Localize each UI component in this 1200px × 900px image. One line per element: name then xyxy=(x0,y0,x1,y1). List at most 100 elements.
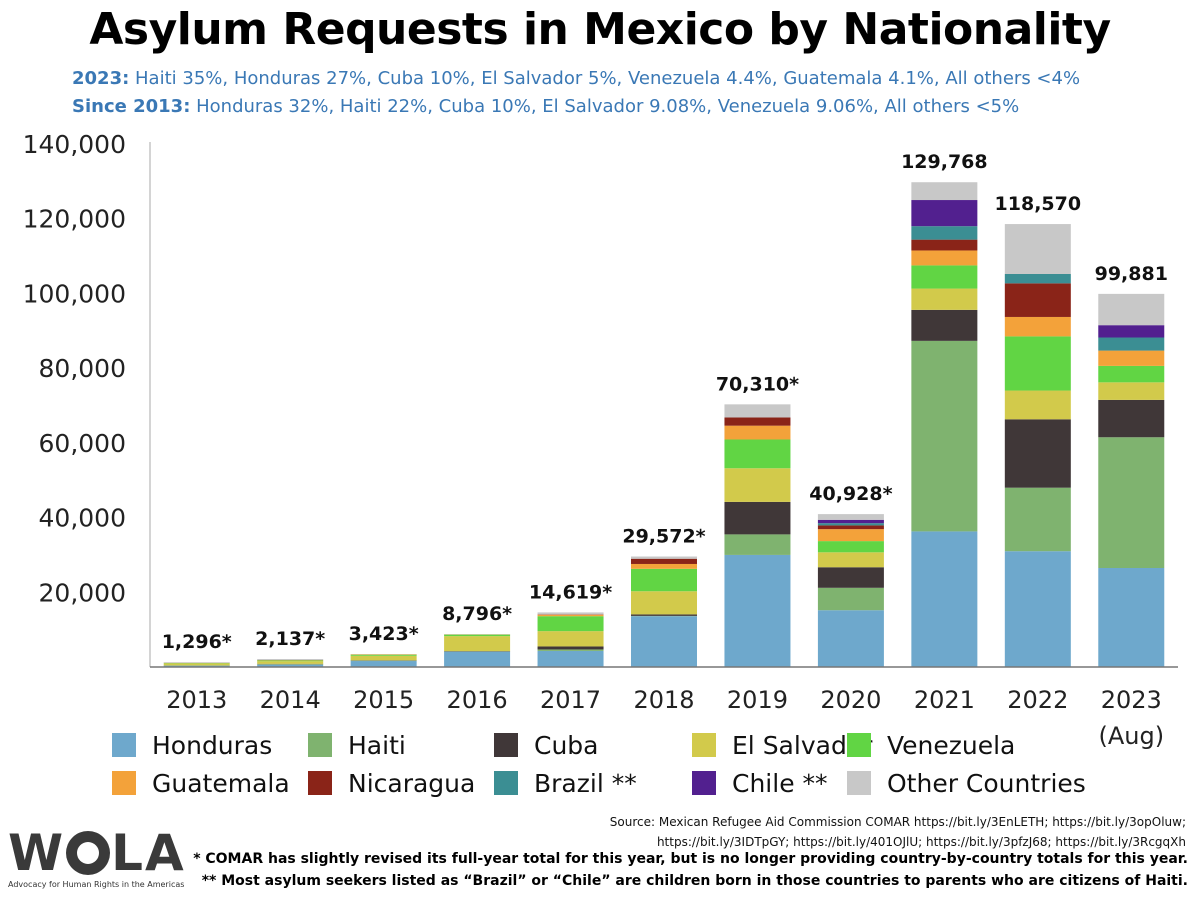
y-tick-label: 40,000 xyxy=(39,504,126,533)
bar-total-label: 2,137* xyxy=(255,628,325,650)
y-tick-label: 20,000 xyxy=(39,578,126,607)
bar-segment-venezuela xyxy=(257,660,324,662)
legend-swatch xyxy=(692,733,716,757)
bar-segment-cuba xyxy=(817,567,884,588)
x-tick-label: 2016 xyxy=(447,686,508,714)
legend-item: Other Countries xyxy=(847,768,1086,798)
y-tick-label: 60,000 xyxy=(39,429,126,458)
legend-label: Other Countries xyxy=(887,768,1086,798)
y-tick-label: 100,000 xyxy=(23,279,126,308)
wola-logo-wordmark: W LA xyxy=(8,828,188,878)
bar-segment-venezuela xyxy=(350,654,417,656)
legend-swatch xyxy=(847,771,871,795)
bar-segment-other-countries xyxy=(817,514,884,520)
wola-logo-o xyxy=(66,831,111,875)
bar-segment-guatemala xyxy=(724,425,791,440)
subtitle-since-2013-label: Since 2013: xyxy=(72,96,191,117)
bar-segment-brazil xyxy=(817,523,884,526)
bar-segment-venezuela xyxy=(537,616,604,632)
bar-segment-guatemala xyxy=(1098,350,1165,366)
bar-segment-haiti xyxy=(1098,437,1165,569)
wola-logo: W LA Advocacy for Human Rights in the Ame… xyxy=(8,828,188,889)
subtitle-2023-text: Haiti 35%, Honduras 27%, Cuba 10%, El Sa… xyxy=(129,68,1081,89)
legend-label: Honduras xyxy=(152,730,273,760)
bar-segment-nicaragua xyxy=(724,417,791,426)
legend-label: Guatemala xyxy=(152,768,290,798)
legend-label: Nicaragua xyxy=(348,768,476,798)
chart-legend: Honduras Haiti Cuba El Salvador Venezuela Gua… xyxy=(112,730,1112,810)
bar-segment-honduras xyxy=(631,616,697,667)
bar-segment-venezuela xyxy=(1098,365,1165,383)
bar-total-label: 14,619* xyxy=(529,581,612,603)
chart-title: Asylum Requests in Mexico by Nationality xyxy=(89,4,1111,55)
x-tick-label: 2013 xyxy=(166,686,227,714)
footnote-comar-revision: * COMAR has slightly revised its full-ye… xyxy=(193,851,1188,867)
bar-segment-other-countries xyxy=(163,662,230,663)
y-tick-label: 80,000 xyxy=(39,354,126,383)
bar-total-label: 1,296* xyxy=(162,631,232,653)
bar-total-label: 129,768 xyxy=(901,151,988,173)
bar-segment-honduras xyxy=(257,664,324,667)
bar-segment-other-countries xyxy=(631,556,697,559)
bar-segment-el-salvador xyxy=(1098,382,1165,400)
bar-segment-cuba xyxy=(724,501,791,535)
x-tick-label: 2020 xyxy=(820,686,881,714)
bar-total-label: 8,796* xyxy=(442,603,512,625)
bar-segment-other-countries xyxy=(537,612,604,615)
bar-segment-venezuela xyxy=(444,634,511,637)
bar-segment-guatemala xyxy=(537,614,604,617)
legend-item: Honduras xyxy=(112,730,272,760)
bar-segment-chile xyxy=(1098,325,1165,338)
legend-swatch xyxy=(308,733,332,757)
bar-segment-other-countries xyxy=(1098,293,1165,326)
legend-swatch xyxy=(112,733,136,757)
bar-segment-venezuela xyxy=(724,439,791,469)
bar-segment-nicaragua xyxy=(1004,283,1071,317)
bar-segment-guatemala xyxy=(1004,316,1071,337)
subtitle-2023: 2023: Haiti 35%, Honduras 27%, Cuba 10%,… xyxy=(72,68,1080,89)
footnote-brazil-chile: ** Most asylum seekers listed as “Brazil… xyxy=(201,873,1188,889)
bar-segment-cuba xyxy=(537,646,604,650)
bar-segment-chile xyxy=(911,200,978,227)
legend-label: Chile ** xyxy=(732,768,828,798)
legend-swatch xyxy=(494,771,518,795)
source-line-1: Source: Mexican Refugee Aid Commission C… xyxy=(609,815,1186,829)
bar-segment-nicaragua xyxy=(631,558,697,564)
x-tick-label: 2022 xyxy=(1007,686,1068,714)
subtitle-2023-label: 2023: xyxy=(72,68,130,89)
bar-segment-haiti xyxy=(911,340,978,532)
bar-segment-brazil xyxy=(1098,337,1165,351)
bar-segment-chile xyxy=(817,519,884,524)
legend-item: Chile ** xyxy=(692,768,828,798)
bar-segment-guatemala xyxy=(817,529,884,542)
x-tick-label: 2015 xyxy=(353,686,414,714)
bar-segment-honduras xyxy=(350,661,417,667)
legend-item: Cuba xyxy=(494,730,599,760)
legend-label: Venezuela xyxy=(887,730,1016,760)
legend-label: Cuba xyxy=(534,730,599,760)
bar-total-label: 99,881 xyxy=(1095,263,1168,285)
bar-segment-el-salvador xyxy=(1004,390,1071,420)
x-tick-label: (Aug) xyxy=(1098,722,1164,750)
y-tick-label: 120,000 xyxy=(23,205,126,234)
legend-item: Guatemala xyxy=(112,768,290,798)
legend-swatch xyxy=(308,771,332,795)
bar-segment-haiti xyxy=(1004,487,1071,552)
bar-segment-honduras xyxy=(1004,551,1071,667)
bar-total-label: 70,310* xyxy=(716,373,799,395)
bar-segment-el-salvador xyxy=(163,663,230,666)
bar-segment-haiti xyxy=(537,649,604,651)
bar-segment-cuba xyxy=(911,309,978,341)
x-tick-label: 2017 xyxy=(540,686,601,714)
bar-segment-honduras xyxy=(537,650,604,667)
bar-segment-el-salvador xyxy=(911,288,978,310)
bar-segment-el-salvador xyxy=(444,636,511,652)
bar-segment-venezuela xyxy=(1004,336,1071,391)
bar-total-label: 3,423* xyxy=(349,623,419,645)
legend-item: Venezuela xyxy=(847,730,1015,760)
legend-swatch xyxy=(692,771,716,795)
bar-segment-el-salvador xyxy=(817,552,884,568)
x-tick-label: 2021 xyxy=(914,686,975,714)
bar-segment-honduras xyxy=(1098,568,1165,667)
